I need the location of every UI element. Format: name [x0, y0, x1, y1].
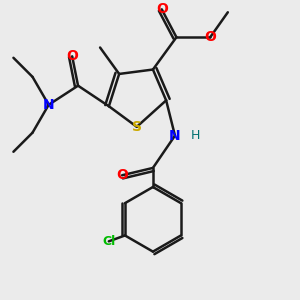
Text: H: H — [191, 129, 200, 142]
Text: O: O — [66, 49, 78, 63]
Text: N: N — [43, 98, 55, 112]
Text: O: O — [116, 168, 128, 182]
Text: Cl: Cl — [102, 235, 116, 248]
Text: S: S — [132, 120, 142, 134]
Text: N: N — [169, 129, 181, 142]
Text: O: O — [204, 30, 216, 44]
Text: O: O — [156, 2, 168, 16]
